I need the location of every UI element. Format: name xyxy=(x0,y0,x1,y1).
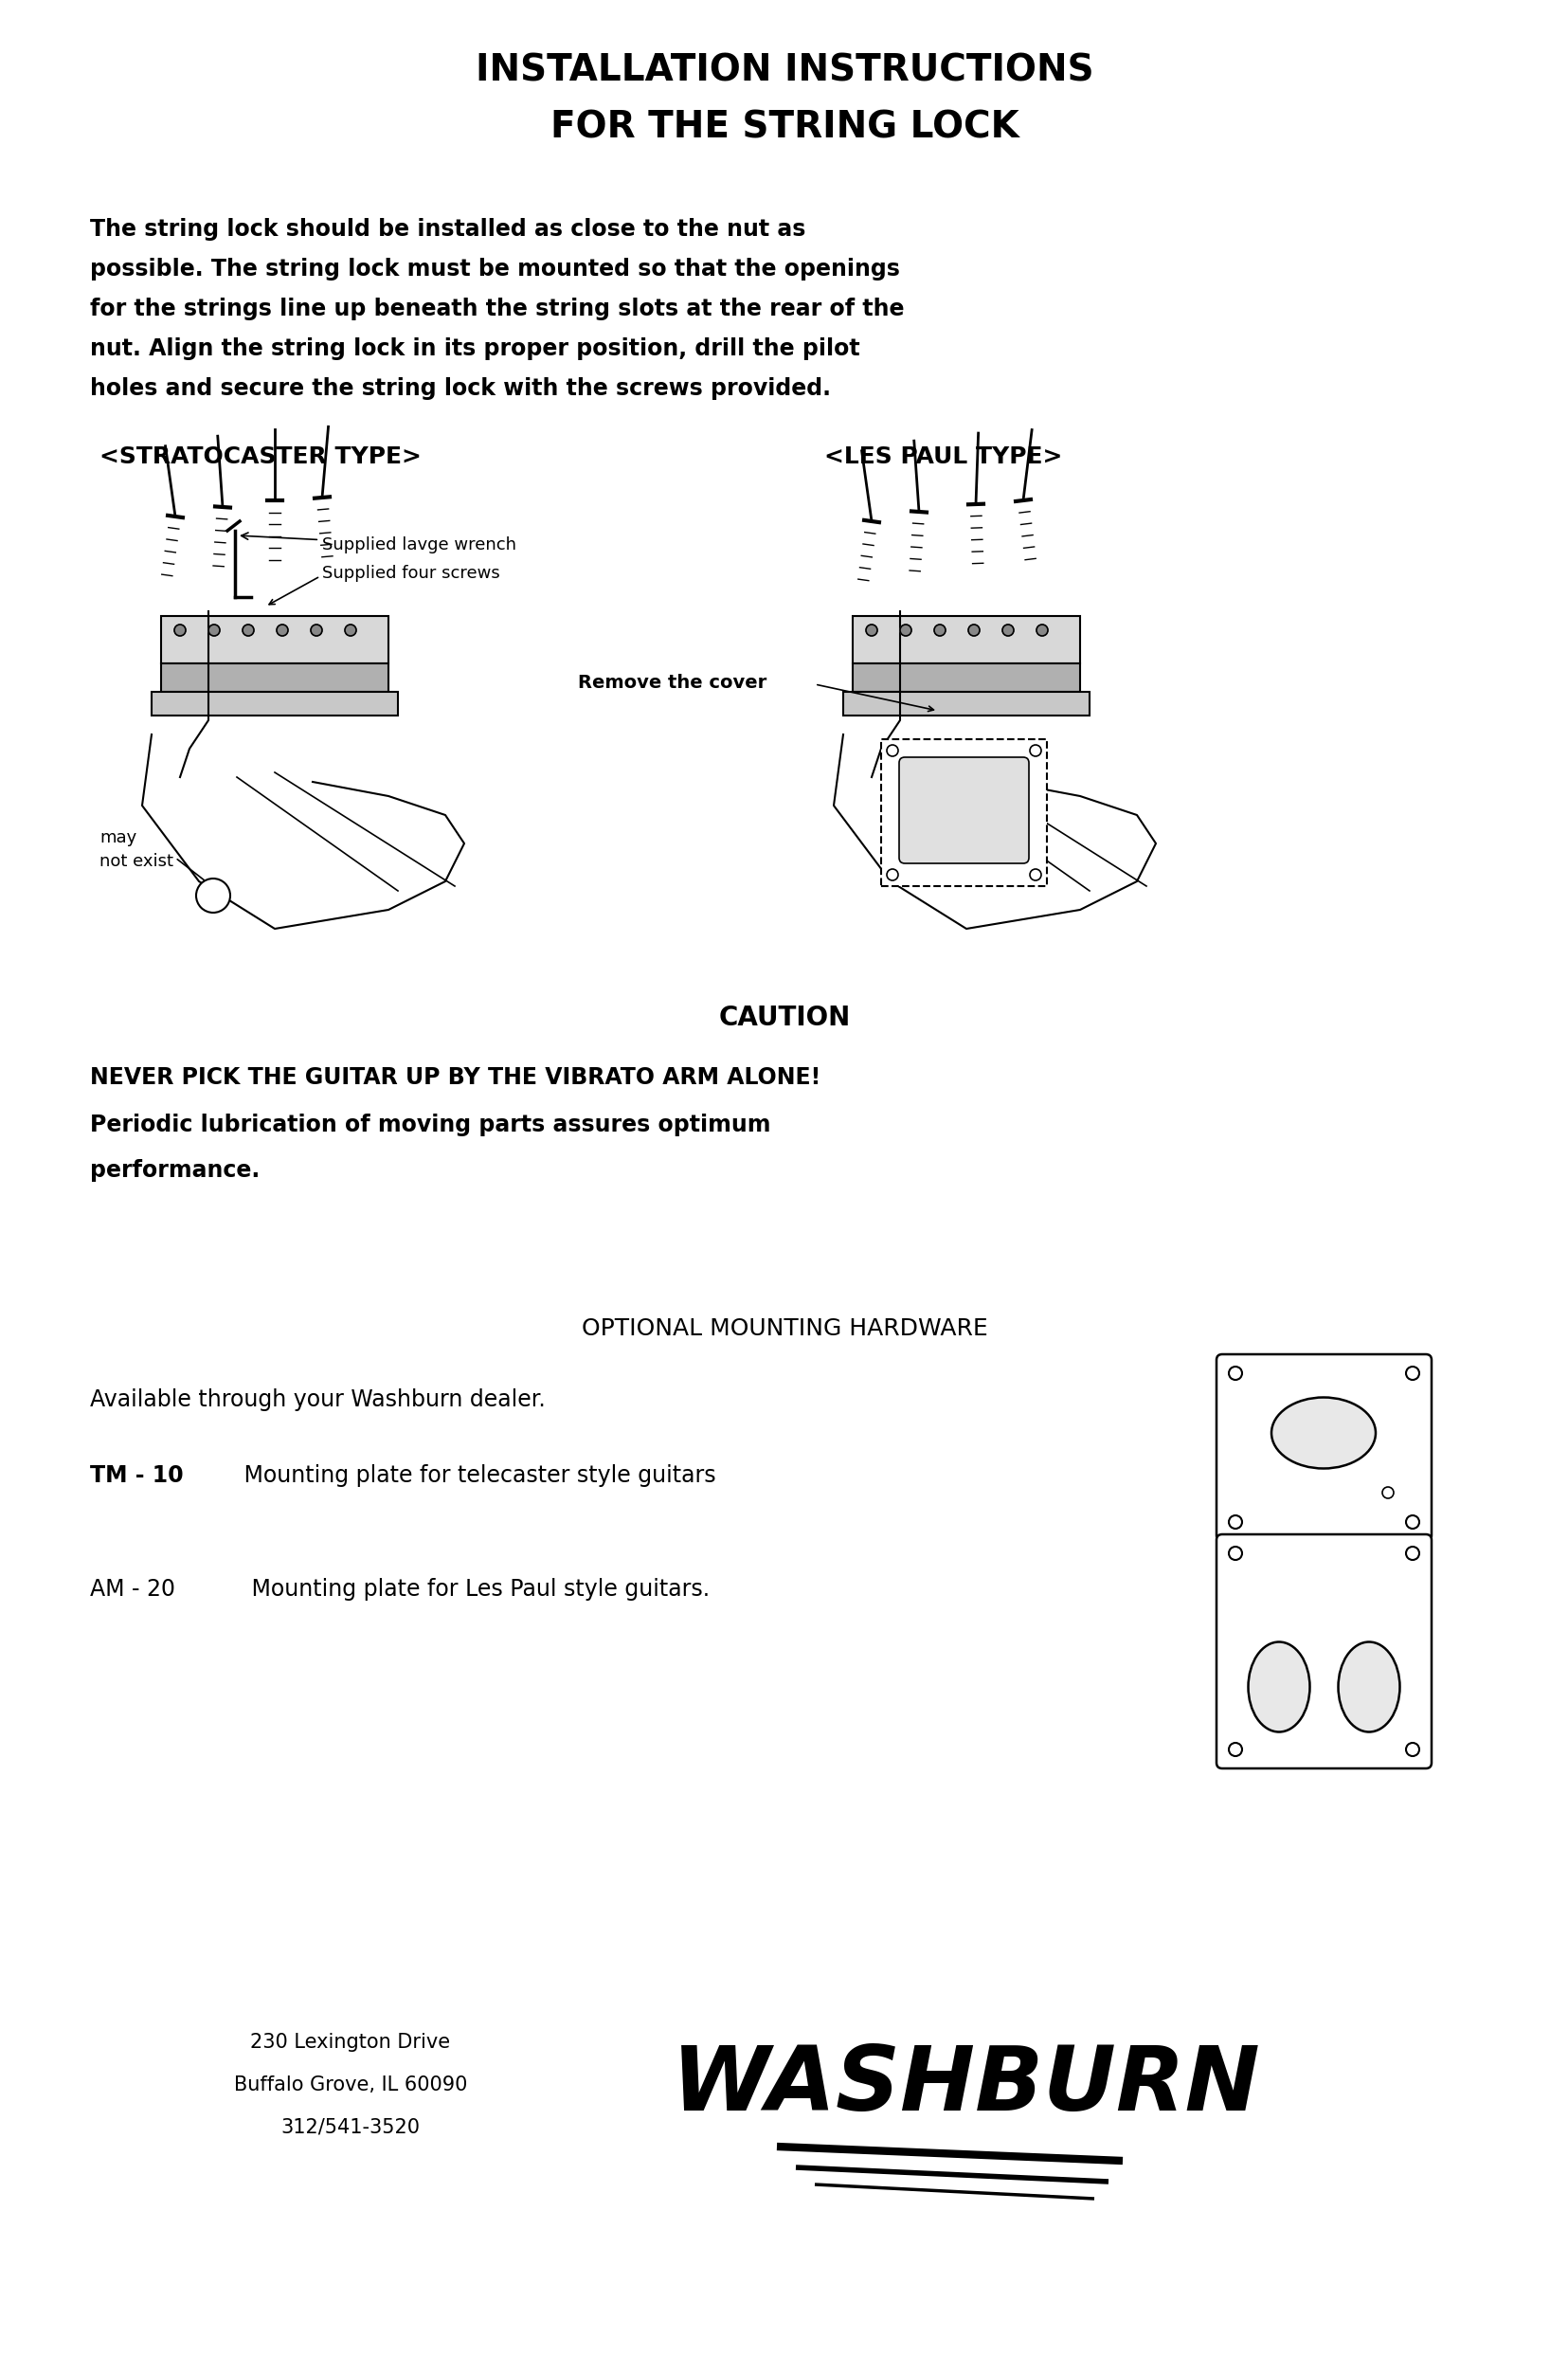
Circle shape xyxy=(1405,1366,1419,1381)
Circle shape xyxy=(886,744,897,756)
Circle shape xyxy=(345,624,356,636)
Circle shape xyxy=(1002,624,1013,636)
Text: for the strings line up beneath the string slots at the rear of the: for the strings line up beneath the stri… xyxy=(89,297,903,320)
Text: AM - 20: AM - 20 xyxy=(89,1579,176,1600)
Text: Supplied four screws: Supplied four screws xyxy=(321,565,500,582)
Text: NEVER PICK THE GUITAR UP BY THE VIBRATO ARM ALONE!: NEVER PICK THE GUITAR UP BY THE VIBRATO … xyxy=(89,1067,820,1088)
Bar xyxy=(162,615,389,664)
Circle shape xyxy=(866,624,877,636)
Ellipse shape xyxy=(1338,1642,1399,1732)
Text: performance.: performance. xyxy=(89,1159,260,1183)
Text: Remove the cover: Remove the cover xyxy=(577,674,767,690)
Text: The string lock should be installed as close to the nut as: The string lock should be installed as c… xyxy=(89,219,806,240)
Bar xyxy=(881,740,1046,886)
Circle shape xyxy=(886,869,897,881)
Text: INSTALLATION INSTRUCTIONS: INSTALLATION INSTRUCTIONS xyxy=(475,52,1093,87)
Circle shape xyxy=(967,624,978,636)
Circle shape xyxy=(1405,1743,1419,1755)
Circle shape xyxy=(1029,744,1041,756)
Text: FOR THE STRING LOCK: FOR THE STRING LOCK xyxy=(550,108,1018,146)
FancyBboxPatch shape xyxy=(1215,1534,1430,1769)
Circle shape xyxy=(1228,1546,1242,1560)
Text: <LES PAUL TYPE>: <LES PAUL TYPE> xyxy=(823,445,1062,469)
Circle shape xyxy=(310,624,321,636)
Bar xyxy=(1240,1536,1406,1555)
Text: Buffalo Grove, IL 60090: Buffalo Grove, IL 60090 xyxy=(234,2076,467,2094)
Text: Periodic lubrication of moving parts assures optimum: Periodic lubrication of moving parts ass… xyxy=(89,1114,770,1136)
Circle shape xyxy=(209,624,220,636)
Text: nut. Align the string lock in its proper position, drill the pilot: nut. Align the string lock in its proper… xyxy=(89,337,859,360)
Text: CAUTION: CAUTION xyxy=(718,1004,850,1032)
Circle shape xyxy=(933,624,946,636)
Bar xyxy=(851,615,1079,664)
Circle shape xyxy=(900,624,911,636)
Text: may: may xyxy=(99,829,136,846)
Text: Mounting plate for telecaster style guitars: Mounting plate for telecaster style guit… xyxy=(237,1463,715,1487)
Text: Supplied lavge wrench: Supplied lavge wrench xyxy=(241,532,516,554)
Text: possible. The string lock must be mounted so that the openings: possible. The string lock must be mounte… xyxy=(89,257,900,280)
Circle shape xyxy=(1228,1366,1242,1381)
Text: TM - 10: TM - 10 xyxy=(89,1463,183,1487)
Ellipse shape xyxy=(1270,1397,1375,1468)
Text: WASHBURN: WASHBURN xyxy=(671,2043,1261,2130)
Circle shape xyxy=(1405,1515,1419,1529)
Text: 312/541-3520: 312/541-3520 xyxy=(281,2118,420,2137)
Bar xyxy=(851,664,1079,693)
Text: OPTIONAL MOUNTING HARDWARE: OPTIONAL MOUNTING HARDWARE xyxy=(582,1317,986,1341)
Bar xyxy=(842,693,1088,716)
Bar xyxy=(162,664,389,693)
Circle shape xyxy=(1036,624,1047,636)
Text: not exist: not exist xyxy=(99,853,174,869)
Circle shape xyxy=(1228,1743,1242,1755)
Text: holes and secure the string lock with the screws provided.: holes and secure the string lock with th… xyxy=(89,377,831,401)
Bar xyxy=(152,693,398,716)
Text: Mounting plate for Les Paul style guitars.: Mounting plate for Les Paul style guitar… xyxy=(245,1579,709,1600)
Circle shape xyxy=(1405,1546,1419,1560)
Circle shape xyxy=(243,624,254,636)
Ellipse shape xyxy=(1248,1642,1309,1732)
Circle shape xyxy=(1228,1515,1242,1529)
Text: 230 Lexington Drive: 230 Lexington Drive xyxy=(251,2033,450,2052)
Text: Available through your Washburn dealer.: Available through your Washburn dealer. xyxy=(89,1388,546,1411)
Circle shape xyxy=(276,624,289,636)
FancyBboxPatch shape xyxy=(898,756,1029,862)
Text: <STRATOCASTER TYPE>: <STRATOCASTER TYPE> xyxy=(99,445,422,469)
Circle shape xyxy=(174,624,185,636)
Circle shape xyxy=(1381,1487,1392,1498)
Circle shape xyxy=(196,879,230,912)
Circle shape xyxy=(1029,869,1041,881)
FancyBboxPatch shape xyxy=(1215,1355,1430,1541)
